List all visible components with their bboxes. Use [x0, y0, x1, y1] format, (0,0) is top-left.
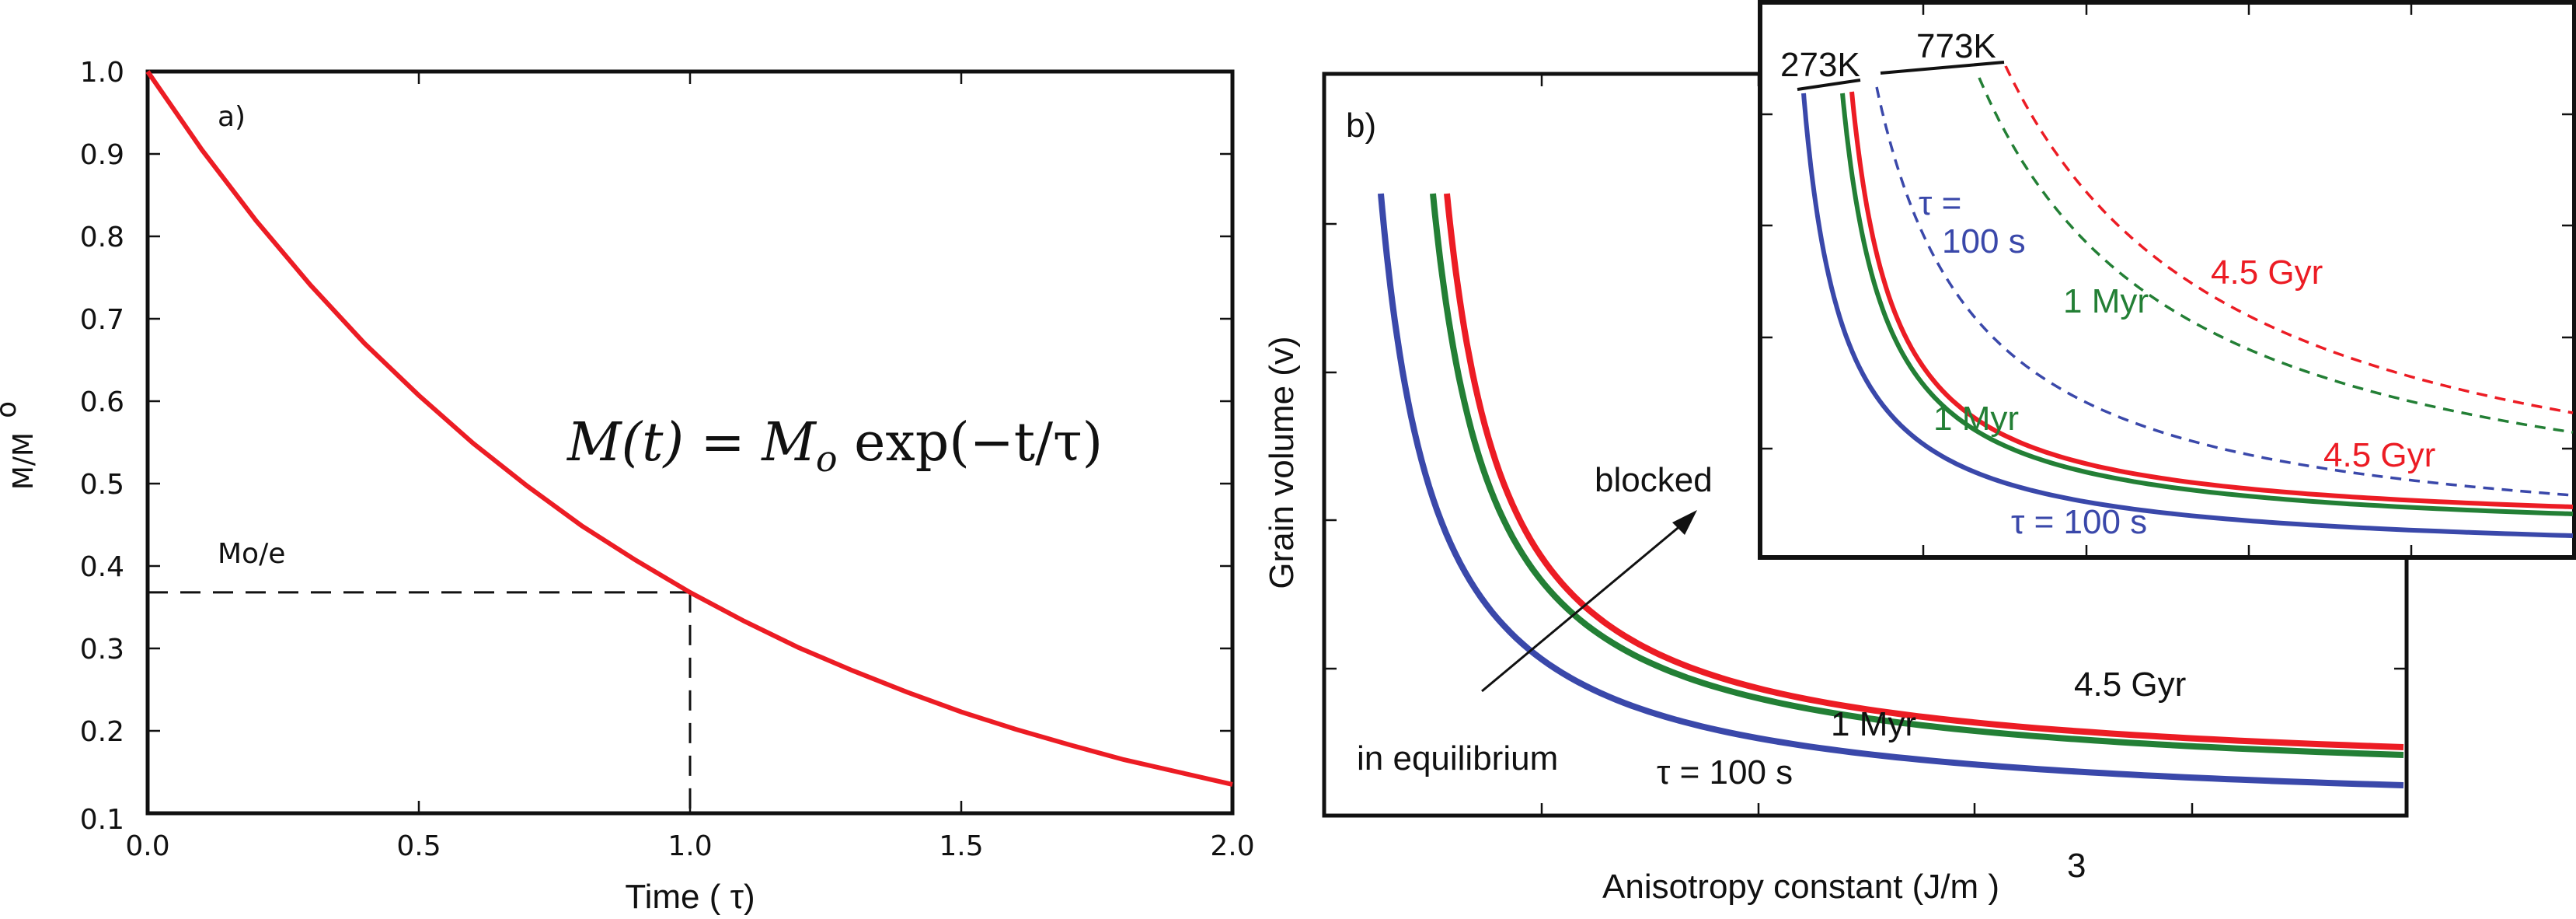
y-tick-label: 0.4: [80, 551, 124, 583]
arrow-head-icon: [1672, 510, 1697, 535]
reference-label: Mo/e: [218, 538, 285, 570]
x-axis-label: Anisotropy constant (J/m ): [1602, 868, 1999, 906]
y-tick-label: 0.8: [80, 222, 124, 253]
x-tick-label: 1.0: [668, 830, 712, 862]
panel-b-label: b): [1346, 107, 1376, 145]
y-tick-label: 0.5: [80, 469, 124, 501]
inset-label-1myr-dashed: 1 Myr: [2063, 282, 2149, 320]
inset-curves: [1801, 65, 2574, 538]
y-tick-label: 0.6: [80, 386, 124, 418]
curve-1-myr: [1430, 193, 2404, 758]
y-tick-label: 0.1: [80, 804, 124, 836]
x-tick-label: 1.5: [939, 830, 983, 862]
x-tick-label: 0.0: [125, 830, 169, 862]
y-tick-label: 0.3: [80, 634, 124, 666]
panel-a-label: a): [218, 101, 246, 133]
panel-b-inset: 273K 773K τ = 100 s 4.5 Gyr 1 Myr 1 Myr …: [1758, 0, 2576, 560]
y-tick-label: 1.0: [80, 57, 124, 89]
273k-bracket: [1797, 79, 1861, 91]
inset-label-100s-dashed-line2: 100 s: [1942, 222, 2026, 260]
inset-label-100s-solid: τ = 100 s: [2011, 503, 2147, 541]
y-tick-label: 0.7: [80, 304, 124, 336]
series-label-100s: τ = 100 s: [1657, 753, 1793, 791]
transition-arrow: [1481, 519, 1687, 693]
curve-4-5-gyr: [1444, 193, 2404, 750]
x-tick-label: 2.0: [1210, 830, 1254, 862]
inset-frame: [1758, 0, 2576, 560]
inset-label-1myr-solid: 1 Myr: [1933, 400, 2019, 438]
inset-label-4-5gyr-solid: 4.5 Gyr: [2323, 436, 2435, 474]
y-axis-label-main: M/M: [8, 432, 40, 490]
inset-label-100s-dashed-line1: τ =: [1919, 184, 1961, 222]
y-axis-label: Grain volume (v): [1263, 336, 1301, 589]
equilibrium-label: in equilibrium: [1357, 739, 1558, 777]
panel-b-curves: [1378, 193, 2404, 788]
temperature-label-273k: 273K: [1780, 46, 1860, 84]
series-label-4-5gyr: 4.5 Gyr: [2074, 666, 2186, 704]
inset-curve-273k--100-s: [1801, 93, 2574, 538]
x-tick-label: 0.5: [396, 830, 441, 862]
y-tick-label: 0.2: [80, 716, 124, 748]
x-axis-label-superscript: 3: [2067, 847, 2086, 885]
decay-curve: [145, 70, 1233, 787]
inset-curve-773k-1-myr: [1978, 77, 2574, 434]
y-tick-label: 0.9: [80, 139, 124, 171]
equation: M(t) = Mo exp(−t/τ): [566, 412, 1103, 480]
equation-lhs: M(t) = M: [566, 412, 817, 473]
temperature-label-773k: 773K: [1916, 27, 1996, 65]
panel-b: b) blocked in equilibrium τ = 100 s 1 My…: [1263, 72, 2409, 906]
773k-bracket: [1880, 61, 2005, 75]
inset-curve-273k-4-5-gyr: [1849, 91, 2574, 509]
series-label-1myr: 1 Myr: [1831, 705, 1916, 743]
inset-curve-773k-4-5-gyr: [2004, 65, 2574, 414]
blocked-label: blocked: [1595, 461, 1713, 499]
panel-a-ticks: 0.0 0.5 1.0 1.5 2.0 0.1 0.2 0.3 0.4 0.5 0.6 0.7 0.8 0…: [80, 57, 1255, 862]
curve--100-s: [1378, 193, 2404, 788]
inset-ticks: [1760, 2, 2574, 557]
inset-curve-773k--100-s: [1875, 86, 2574, 497]
x-axis-label: Time ( τ): [625, 878, 755, 916]
y-axis-label-subscript: o: [0, 401, 23, 418]
equation-subscript: o: [816, 438, 838, 480]
inset-curve-273k-1-myr: [1840, 93, 2574, 516]
equation-rhs: exp(−t/τ): [838, 412, 1103, 473]
inset-label-4-5gyr-dashed: 4.5 Gyr: [2211, 253, 2323, 292]
y-axis-label: M/M o: [0, 401, 40, 490]
panel-a: 0.0 0.5 1.0 1.5 2.0 0.1 0.2 0.3 0.4 0.5 0.6 0.7 0.8 0…: [0, 57, 1255, 916]
